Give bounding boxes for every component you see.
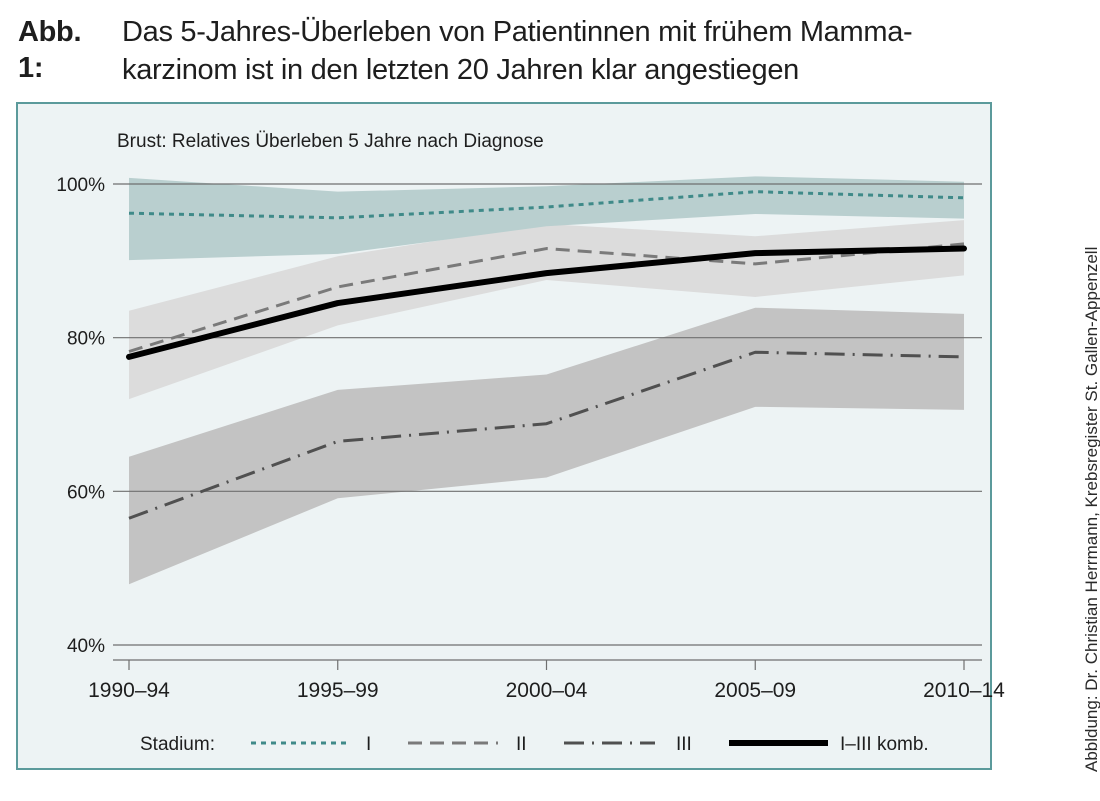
ci-band-stage3 <box>129 307 964 585</box>
y-tick-label: 100% <box>56 175 105 196</box>
ci-band-stage1 <box>129 176 964 261</box>
chart-title: Brust: Relatives Überleben 5 Jahre nach … <box>117 131 544 152</box>
x-tick-label: 1995–99 <box>297 679 379 702</box>
legend-label-stage1: I <box>366 734 371 755</box>
series-line-stage2 <box>128 242 965 353</box>
x-tick-label: 2000–04 <box>506 679 588 702</box>
legend-label-stage2: II <box>516 734 527 755</box>
image-credit: Abbldung: Dr. Christian Herrmann, Krebsr… <box>1082 246 1100 772</box>
gridlines <box>113 183 982 646</box>
confidence-bands <box>129 176 964 585</box>
caption-line-2: karzinom ist in den letzten 20 Jahren kl… <box>122 54 799 86</box>
x-tick-label: 2005–09 <box>714 679 796 702</box>
x-tick-label: 2010–14 <box>923 679 1005 702</box>
y-tick-label: 80% <box>67 329 105 350</box>
caption-line-1: Das 5-Jahres-Überleben von Patientinnen … <box>122 16 913 48</box>
y-tick-label: 40% <box>67 636 105 657</box>
figure-label: Abb. 1: <box>18 16 82 84</box>
axes: 40% 60% 80% 100% 1990–94 1995–99 2000–04 2005–0… <box>56 175 1005 702</box>
legend-label-stage3: III <box>676 734 692 755</box>
legend-label-combined: I–III komb. <box>840 734 929 755</box>
legend: Stadium: I II III I–III komb. <box>140 734 929 755</box>
series-line-stage3 <box>128 350 965 520</box>
legend-title: Stadium: <box>140 734 215 755</box>
series-lines <box>126 190 967 520</box>
y-tick-label: 60% <box>67 482 105 503</box>
series-line-combined <box>126 245 967 360</box>
x-tick-label: 1990–94 <box>88 679 170 702</box>
